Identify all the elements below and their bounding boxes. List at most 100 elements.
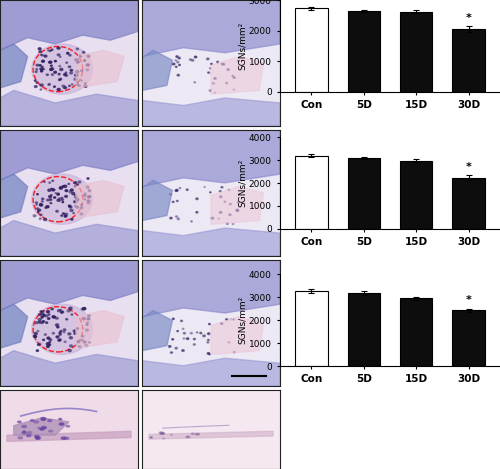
Ellipse shape	[46, 199, 49, 201]
Ellipse shape	[22, 425, 26, 428]
Ellipse shape	[58, 74, 60, 75]
Ellipse shape	[36, 64, 39, 66]
Ellipse shape	[50, 203, 51, 204]
Ellipse shape	[36, 71, 37, 72]
Bar	[452, 29, 485, 91]
Ellipse shape	[178, 57, 180, 59]
Ellipse shape	[64, 437, 69, 439]
Polygon shape	[0, 351, 138, 386]
Ellipse shape	[48, 189, 51, 191]
Ellipse shape	[41, 316, 43, 318]
Ellipse shape	[48, 318, 50, 319]
Ellipse shape	[176, 216, 178, 218]
Ellipse shape	[27, 431, 32, 434]
Ellipse shape	[64, 341, 66, 342]
Ellipse shape	[42, 66, 43, 68]
Ellipse shape	[82, 52, 85, 53]
Ellipse shape	[75, 197, 77, 198]
Ellipse shape	[84, 193, 86, 194]
Ellipse shape	[48, 420, 52, 422]
Ellipse shape	[60, 78, 62, 80]
Ellipse shape	[88, 315, 90, 317]
Ellipse shape	[57, 47, 60, 49]
Ellipse shape	[175, 60, 176, 61]
Ellipse shape	[88, 190, 91, 191]
Ellipse shape	[76, 48, 78, 50]
Ellipse shape	[18, 437, 22, 439]
Ellipse shape	[204, 187, 206, 188]
Ellipse shape	[36, 68, 38, 70]
Ellipse shape	[34, 421, 38, 423]
Ellipse shape	[62, 213, 64, 214]
Ellipse shape	[41, 201, 43, 202]
Ellipse shape	[57, 194, 59, 196]
Ellipse shape	[217, 62, 218, 63]
Ellipse shape	[75, 59, 78, 61]
Ellipse shape	[226, 83, 228, 84]
Ellipse shape	[22, 432, 26, 434]
Ellipse shape	[64, 74, 66, 76]
Ellipse shape	[180, 320, 182, 322]
Ellipse shape	[62, 311, 64, 313]
Ellipse shape	[56, 324, 58, 326]
Ellipse shape	[191, 221, 192, 222]
Ellipse shape	[34, 333, 37, 335]
Ellipse shape	[52, 74, 54, 76]
Ellipse shape	[58, 339, 60, 341]
Ellipse shape	[68, 85, 70, 86]
Ellipse shape	[85, 344, 88, 347]
Ellipse shape	[182, 328, 184, 329]
Ellipse shape	[48, 50, 50, 51]
Text: *: *	[466, 162, 471, 172]
Bar	[400, 160, 432, 229]
Ellipse shape	[87, 200, 90, 202]
Ellipse shape	[234, 352, 235, 353]
Ellipse shape	[41, 417, 46, 420]
Polygon shape	[0, 260, 138, 310]
Ellipse shape	[74, 186, 76, 187]
Ellipse shape	[46, 205, 49, 208]
Ellipse shape	[36, 437, 41, 439]
Ellipse shape	[70, 72, 72, 74]
Ellipse shape	[210, 63, 212, 65]
Ellipse shape	[226, 223, 228, 224]
Ellipse shape	[34, 335, 36, 337]
Bar	[400, 12, 432, 91]
Ellipse shape	[66, 62, 68, 63]
Polygon shape	[211, 187, 264, 224]
Ellipse shape	[176, 61, 179, 63]
Ellipse shape	[170, 217, 172, 219]
Ellipse shape	[50, 199, 52, 200]
Ellipse shape	[38, 314, 41, 316]
Ellipse shape	[75, 205, 76, 206]
Ellipse shape	[57, 89, 60, 91]
Bar	[295, 8, 328, 91]
Ellipse shape	[45, 315, 48, 317]
Ellipse shape	[228, 342, 230, 343]
Ellipse shape	[74, 195, 76, 196]
Ellipse shape	[79, 85, 80, 86]
Ellipse shape	[177, 75, 180, 76]
Bar	[348, 293, 380, 366]
Ellipse shape	[67, 310, 70, 312]
Ellipse shape	[51, 49, 53, 50]
Ellipse shape	[80, 70, 83, 71]
Ellipse shape	[44, 219, 46, 220]
Ellipse shape	[228, 189, 230, 190]
Ellipse shape	[210, 68, 211, 69]
Ellipse shape	[86, 186, 89, 188]
Ellipse shape	[192, 433, 194, 434]
Ellipse shape	[59, 334, 61, 336]
Ellipse shape	[64, 332, 65, 333]
Ellipse shape	[81, 204, 82, 205]
Ellipse shape	[32, 304, 92, 355]
Ellipse shape	[84, 83, 86, 84]
Ellipse shape	[37, 331, 38, 332]
Ellipse shape	[211, 217, 214, 219]
Ellipse shape	[210, 90, 212, 91]
Ellipse shape	[58, 198, 60, 199]
Ellipse shape	[236, 209, 238, 211]
Ellipse shape	[40, 54, 42, 55]
Ellipse shape	[160, 432, 164, 434]
Ellipse shape	[221, 187, 223, 188]
